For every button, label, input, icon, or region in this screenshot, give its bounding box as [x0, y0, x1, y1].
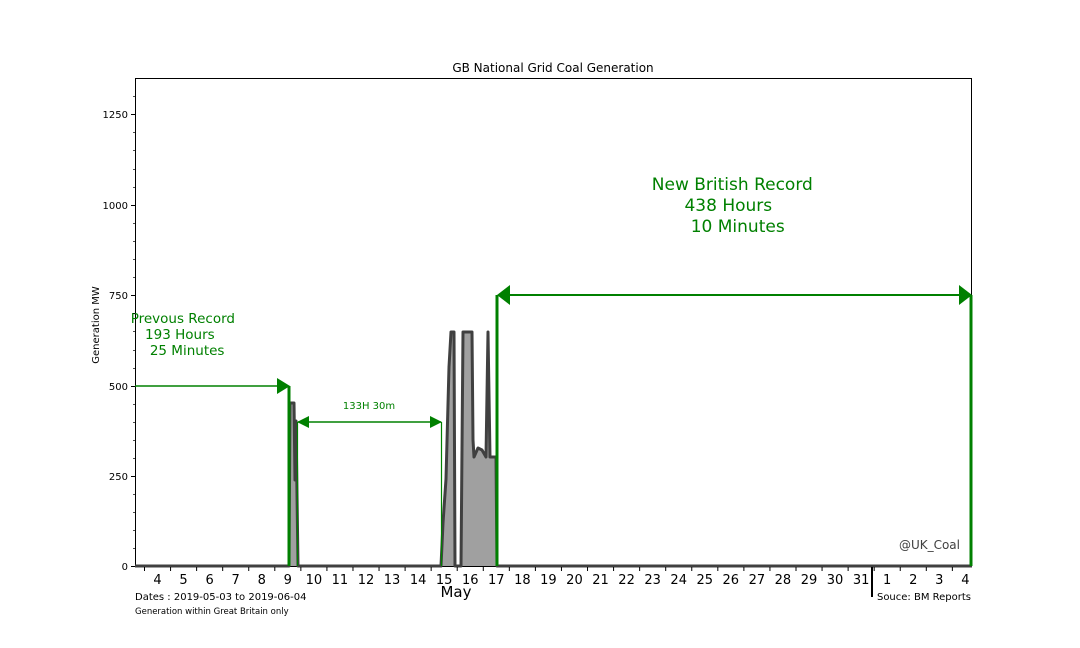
x-tick-label: 17 — [488, 573, 505, 588]
x-tick-label: 6 — [205, 573, 213, 588]
x-tick-label: 16 — [462, 573, 479, 588]
arrow-left-icon — [297, 416, 309, 428]
x-tick-label: 8 — [258, 573, 266, 588]
x-tick-label: 11 — [332, 573, 349, 588]
x-tick-label: 1 — [883, 573, 891, 588]
svg-text:New British Record 438 H: New British Record 438 Hours 10 Minutes — [652, 175, 818, 237]
y-tick-label: 500 — [109, 382, 128, 393]
new-record-line2: 438 Hours — [684, 196, 772, 216]
x-tick-label: 12 — [358, 573, 375, 588]
x-tick-label: 15 — [436, 573, 453, 588]
y-minor-ticks — [133, 96, 135, 549]
x-tick-label: 13 — [384, 573, 401, 588]
x-tick-label: 18 — [514, 573, 531, 588]
x-tick-label: 10 — [306, 573, 323, 588]
dates-note: Dates : 2019-05-03 to 2019-06-04 — [135, 592, 306, 603]
y-axis: Generation MW 0 250 500 750 1000 1250 — [91, 96, 135, 573]
arrow-right-icon — [430, 416, 442, 428]
x-tick-label: 21 — [592, 573, 609, 588]
x-tick-label: 19 — [540, 573, 557, 588]
scope-note: Generation within Great Britain only — [135, 607, 289, 617]
y-tick-label: 1000 — [103, 201, 128, 212]
y-tick-label: 0 — [122, 562, 128, 573]
prev-record-line1: Prevous Record — [131, 311, 235, 327]
gap-annotation: 133H 30m — [296, 401, 443, 566]
x-tick-label: 24 — [670, 573, 687, 588]
new-record-line3: 10 Minutes — [685, 217, 785, 237]
x-tick-label: 3 — [935, 573, 943, 588]
new-record-line1: New British Record — [652, 175, 813, 195]
prev-record-line2: 193 Hours — [145, 327, 215, 343]
x-axis: 4 5 6 7 8 9 10 11 12 13 14 15 16 17 18 19 20 21 22 23 24 25 26… — [144, 567, 970, 601]
chart-title: GB National Grid Coal Generation — [452, 61, 653, 75]
x-tick-label: 31 — [853, 573, 870, 588]
month-label: May — [440, 583, 471, 601]
x-tick-label: 5 — [179, 573, 187, 588]
previous-record-annotation: Prevous Record 193 Hours 25 Minutes — [131, 311, 291, 566]
x-tick-label: 9 — [284, 573, 292, 588]
coal-line — [135, 330, 972, 568]
x-tick-label: 28 — [775, 573, 792, 588]
y-tick-label: 1250 — [103, 110, 128, 121]
y-axis-label: Generation MW — [91, 286, 102, 364]
coal-series — [135, 330, 972, 568]
x-tick-label: 26 — [723, 573, 740, 588]
x-tick-label: 20 — [566, 573, 583, 588]
x-tick-labels: 4 5 6 7 8 9 10 11 12 13 14 15 16 17 18 19 20 21 22 23 24 25 26… — [153, 573, 969, 588]
gap-label: 133H 30m — [343, 401, 395, 412]
y-tick-label: 750 — [109, 291, 128, 302]
x-ticks — [144, 567, 953, 571]
svg-text:Prevous Record 193 Hours: Prevous Record 193 Hours 25 Minutes — [131, 311, 240, 359]
y-tick-label: 250 — [109, 472, 128, 483]
arrow-head-icon — [277, 378, 290, 394]
x-tick-label: 27 — [749, 573, 766, 588]
x-tick-label: 25 — [696, 573, 713, 588]
x-tick-label: 22 — [618, 573, 635, 588]
x-tick-label: 7 — [232, 573, 240, 588]
watermark: @UK_Coal — [899, 538, 960, 552]
x-tick-label: 4 — [153, 573, 161, 588]
x-tick-label: 2 — [909, 573, 917, 588]
prev-record-line3: 25 Minutes — [146, 343, 225, 359]
x-tick-label: 29 — [801, 573, 818, 588]
arrow-right-icon — [959, 285, 972, 305]
x-tick-label: 14 — [410, 573, 427, 588]
x-tick-label: 23 — [644, 573, 661, 588]
x-tick-label: 30 — [827, 573, 844, 588]
plot-area — [135, 78, 972, 567]
y-major-ticks — [131, 114, 135, 567]
source-note: Souce: BM Reports — [877, 592, 971, 603]
x-tick-label: 4 — [961, 573, 969, 588]
arrow-left-icon — [497, 285, 510, 305]
new-record-annotation: New British Record 438 Hours 10 Minutes — [495, 175, 973, 566]
